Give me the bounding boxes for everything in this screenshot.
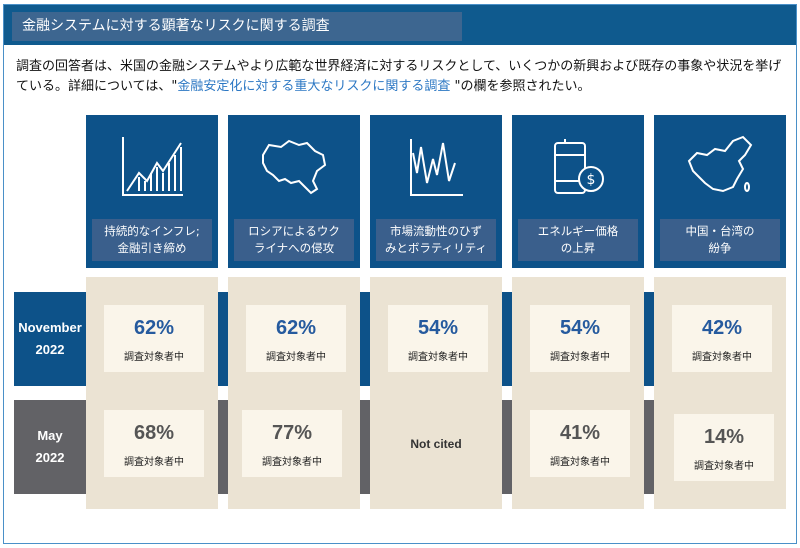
values-column-ukraine: 62% 調査対象者中 77% 調査対象者中 [228,277,360,509]
risk-panel-liquidity: 市場流動性のひず みとボラティリティ [370,115,502,268]
risk-panel-china-taiwan: 中国・台湾の 紛争 [654,115,786,268]
november-value: 54% 調査対象者中 [388,305,488,372]
risk-caption: 市場流動性のひず みとボラティリティ [376,219,496,261]
row-year: 2022 [35,450,65,465]
risk-caption: 中国・台湾の 紛争 [660,219,780,261]
oil-barrel-dollar-icon: $ [554,139,604,194]
may-value: 41% 調査対象者中 [530,410,630,477]
risk-panel-ukraine: ロシアによるウク ライナへの侵攻 [228,115,360,268]
row-label-may: May 2022 [14,400,86,494]
values-column-energy: 54% 調査対象者中 41% 調査対象者中 [512,277,644,509]
rising-chart-icon [122,137,183,196]
risk-panel-inflation: 持続的なインフレ; 金融引き締め [86,115,218,268]
risk-caption: エネルギー価格 の上昇 [518,219,638,261]
risk-caption: ロシアによるウク ライナへの侵攻 [234,219,354,261]
risk-caption: 持続的なインフレ; 金融引き締め [92,219,212,261]
may-not-cited: Not cited [410,437,462,451]
intro-text: 調査の回答者は、米国の金融システムやより広範な世界経済に対するリスクとして、いく… [16,57,786,97]
volatility-chart-icon [410,139,463,196]
survey-link[interactable]: 金融安定化に対する重大なリスクに関する調査 [177,79,451,94]
risk-panel-energy: $ エネルギー価格 の上昇 [512,115,644,268]
values-column-liquidity: 54% 調査対象者中 Not cited [370,277,502,509]
intro-text-after: "の欄を参照されたい。 [450,79,591,94]
ukraine-map-icon [262,139,327,195]
may-value: 77% 調査対象者中 [242,410,342,477]
november-value: 62% 調査対象者中 [104,305,204,372]
row-month: May [37,428,63,443]
november-value: 42% 調査対象者中 [672,305,772,372]
row-year: 2022 [35,342,65,357]
may-value: 68% 調査対象者中 [104,410,204,477]
values-column-inflation: 62% 調査対象者中 68% 調査対象者中 [86,277,218,509]
row-label-november: November 2022 [14,292,86,386]
page-title: 金融システムに対する顕著なリスクに関する調査 [12,12,462,41]
november-value: 62% 調査対象者中 [246,305,346,372]
row-month: November [18,320,82,335]
svg-text:$: $ [587,172,596,188]
china-map-icon [687,135,753,193]
intro-text-before: 調査の回答者は、米国の金融システムやより広範な世界経済に対するリスクとして、いく… [16,59,782,94]
values-column-china-taiwan: 42% 調査対象者中 14% 調査対象者中 [654,277,786,509]
november-value: 54% 調査対象者中 [530,305,630,372]
outer-frame [3,4,797,544]
may-value: 14% 調査対象者中 [674,414,774,481]
